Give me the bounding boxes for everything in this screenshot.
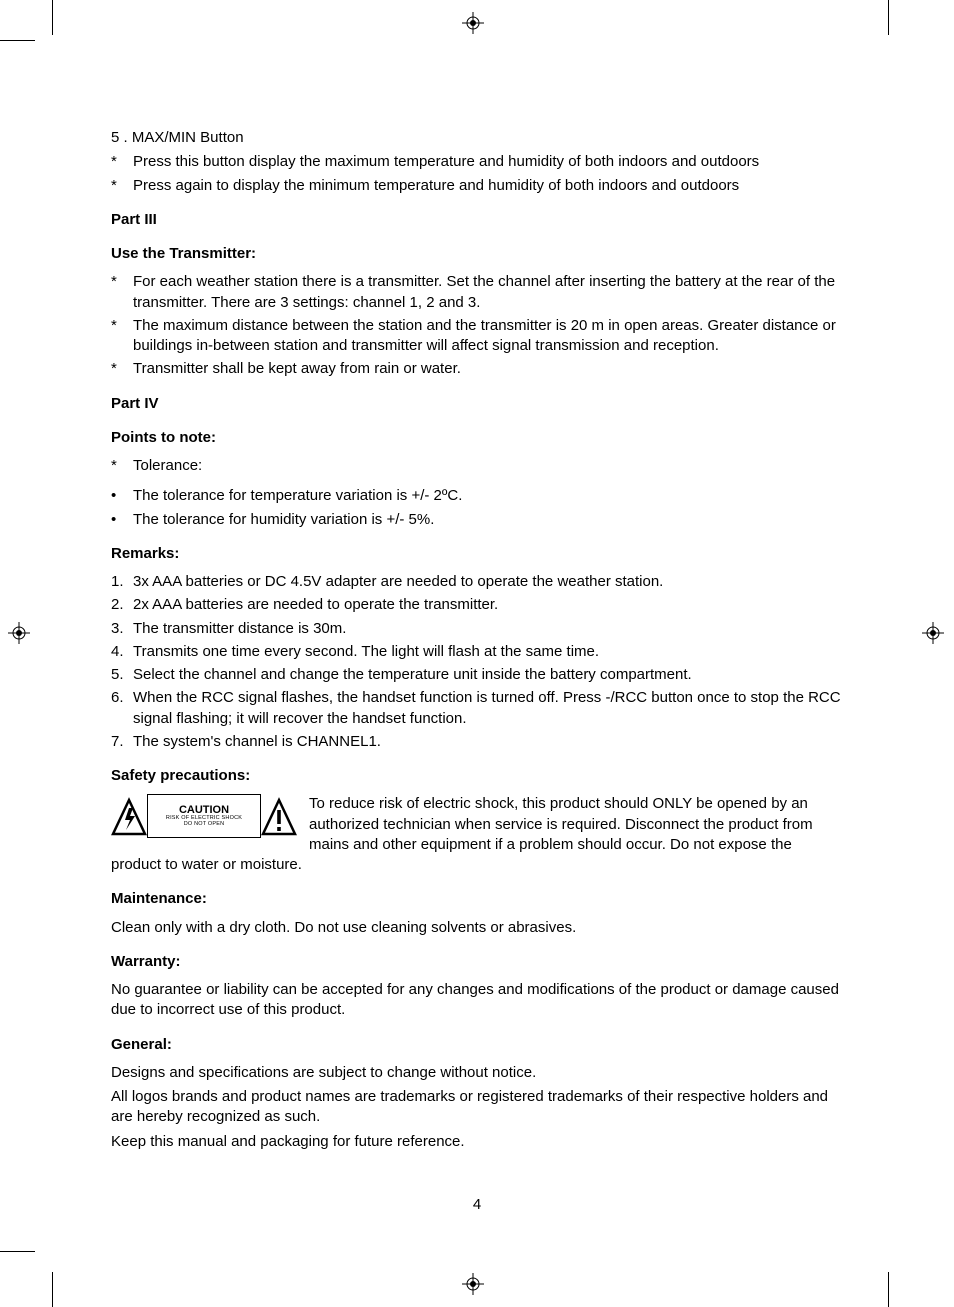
caution-label-sub2: DO NOT OPEN [184,822,225,828]
part-4-bullet-list: The tolerance for temperature variation … [111,486,843,530]
list-item-text: Press again to display the minimum tempe… [133,177,739,194]
list-item-text: Transmitter shall be kept away from rain… [133,360,461,377]
list-item-text: The maximum distance between the station… [133,317,836,354]
maintenance-heading: Maintenance: [111,889,843,909]
maintenance-body: Clean only with a dry cloth. Do not use … [111,918,843,938]
general-heading: General: [111,1035,843,1055]
warranty-heading: Warranty: [111,952,843,972]
list-item-text: Select the channel and change the temper… [133,666,692,683]
part-4-star-list: Tolerance: [111,456,843,476]
list-item-text: Press this button display the maximum te… [133,153,759,170]
section-5-title: 5 . MAX/MIN Button [111,128,843,148]
remarks-heading: Remarks: [111,544,843,564]
list-item: Tolerance: [111,456,843,476]
caution-box: CAUTION RISK OF ELECTRIC SHOCK DO NOT OP… [111,794,297,838]
list-item: 3. The transmitter distance is 30m. [111,619,843,639]
general-p2: All logos brands and product names are t… [111,1087,843,1128]
list-number: 7. [111,732,124,752]
list-item-text: Transmits one time every second. The lig… [133,643,599,660]
list-item: 4. Transmits one time every second. The l… [111,642,843,662]
list-item: The tolerance for humidity variation is … [111,510,843,530]
lightning-triangle-icon [111,794,147,838]
list-number: 2. [111,595,124,615]
registration-mark-icon [462,12,484,34]
list-item: Press again to display the minimum tempe… [111,176,843,196]
list-item: 1. 3x AAA batteries or DC 4.5V adapter ar… [111,572,843,592]
part-4-heading: Part IV [111,394,843,414]
crop-mark [52,0,53,35]
remarks-list: 1. 3x AAA batteries or DC 4.5V adapter ar… [111,572,843,752]
list-item: For each weather station there is a tran… [111,272,843,313]
list-item: 7. The system's channel is CHANNEL1. [111,732,843,752]
list-item: 6. When the RCC signal flashes, the hands… [111,688,843,729]
list-number: 6. [111,688,124,708]
registration-mark-icon [922,622,944,644]
part-4-subheading: Points to note: [111,428,843,448]
caution-label: CAUTION RISK OF ELECTRIC SHOCK DO NOT OP… [147,794,261,838]
crop-mark [0,1251,35,1252]
list-item-text: Tolerance: [133,457,202,474]
list-number: 5. [111,665,124,685]
page-content: 5 . MAX/MIN Button Press this button dis… [111,125,843,1156]
crop-mark [0,40,35,41]
list-item: The maximum distance between the station… [111,316,843,357]
list-item: 2. 2x AAA batteries are needed to operate… [111,595,843,615]
safety-block: CAUTION RISK OF ELECTRIC SHOCK DO NOT OP… [111,794,843,875]
list-item-text: When the RCC signal flashes, the handset… [133,689,841,726]
list-item: 5. Select the channel and change the temp… [111,665,843,685]
list-item-text: The tolerance for temperature variation … [133,487,462,504]
list-item-text: 2x AAA batteries are needed to operate t… [133,596,498,613]
list-item-text: The transmitter distance is 30m. [133,620,346,637]
crop-mark [888,1272,889,1307]
list-item-text: 3x AAA batteries or DC 4.5V adapter are … [133,573,663,590]
general-p1: Designs and specifications are subject t… [111,1063,843,1083]
registration-mark-icon [8,622,30,644]
list-number: 1. [111,572,124,592]
page-number: 4 [0,1195,954,1215]
crop-mark [52,1272,53,1307]
registration-mark-icon [462,1273,484,1295]
list-item-text: The tolerance for humidity variation is … [133,511,434,528]
warranty-body: No guarantee or liability can be accepte… [111,980,843,1021]
list-number: 3. [111,619,124,639]
part-3-heading: Part III [111,210,843,230]
list-item-text: For each weather station there is a tran… [133,273,835,310]
section-5-list: Press this button display the maximum te… [111,152,843,196]
list-number: 4. [111,642,124,662]
list-item: Press this button display the maximum te… [111,152,843,172]
list-item: Transmitter shall be kept away from rain… [111,359,843,379]
exclamation-triangle-icon [261,794,297,838]
list-item: The tolerance for temperature variation … [111,486,843,506]
crop-mark [888,0,889,35]
safety-heading: Safety precautions: [111,766,843,786]
part-3-list: For each weather station there is a tran… [111,272,843,379]
general-p3: Keep this manual and packaging for futur… [111,1132,843,1152]
part-3-subheading: Use the Transmitter: [111,244,843,264]
list-item-text: The system's channel is CHANNEL1. [133,733,381,750]
